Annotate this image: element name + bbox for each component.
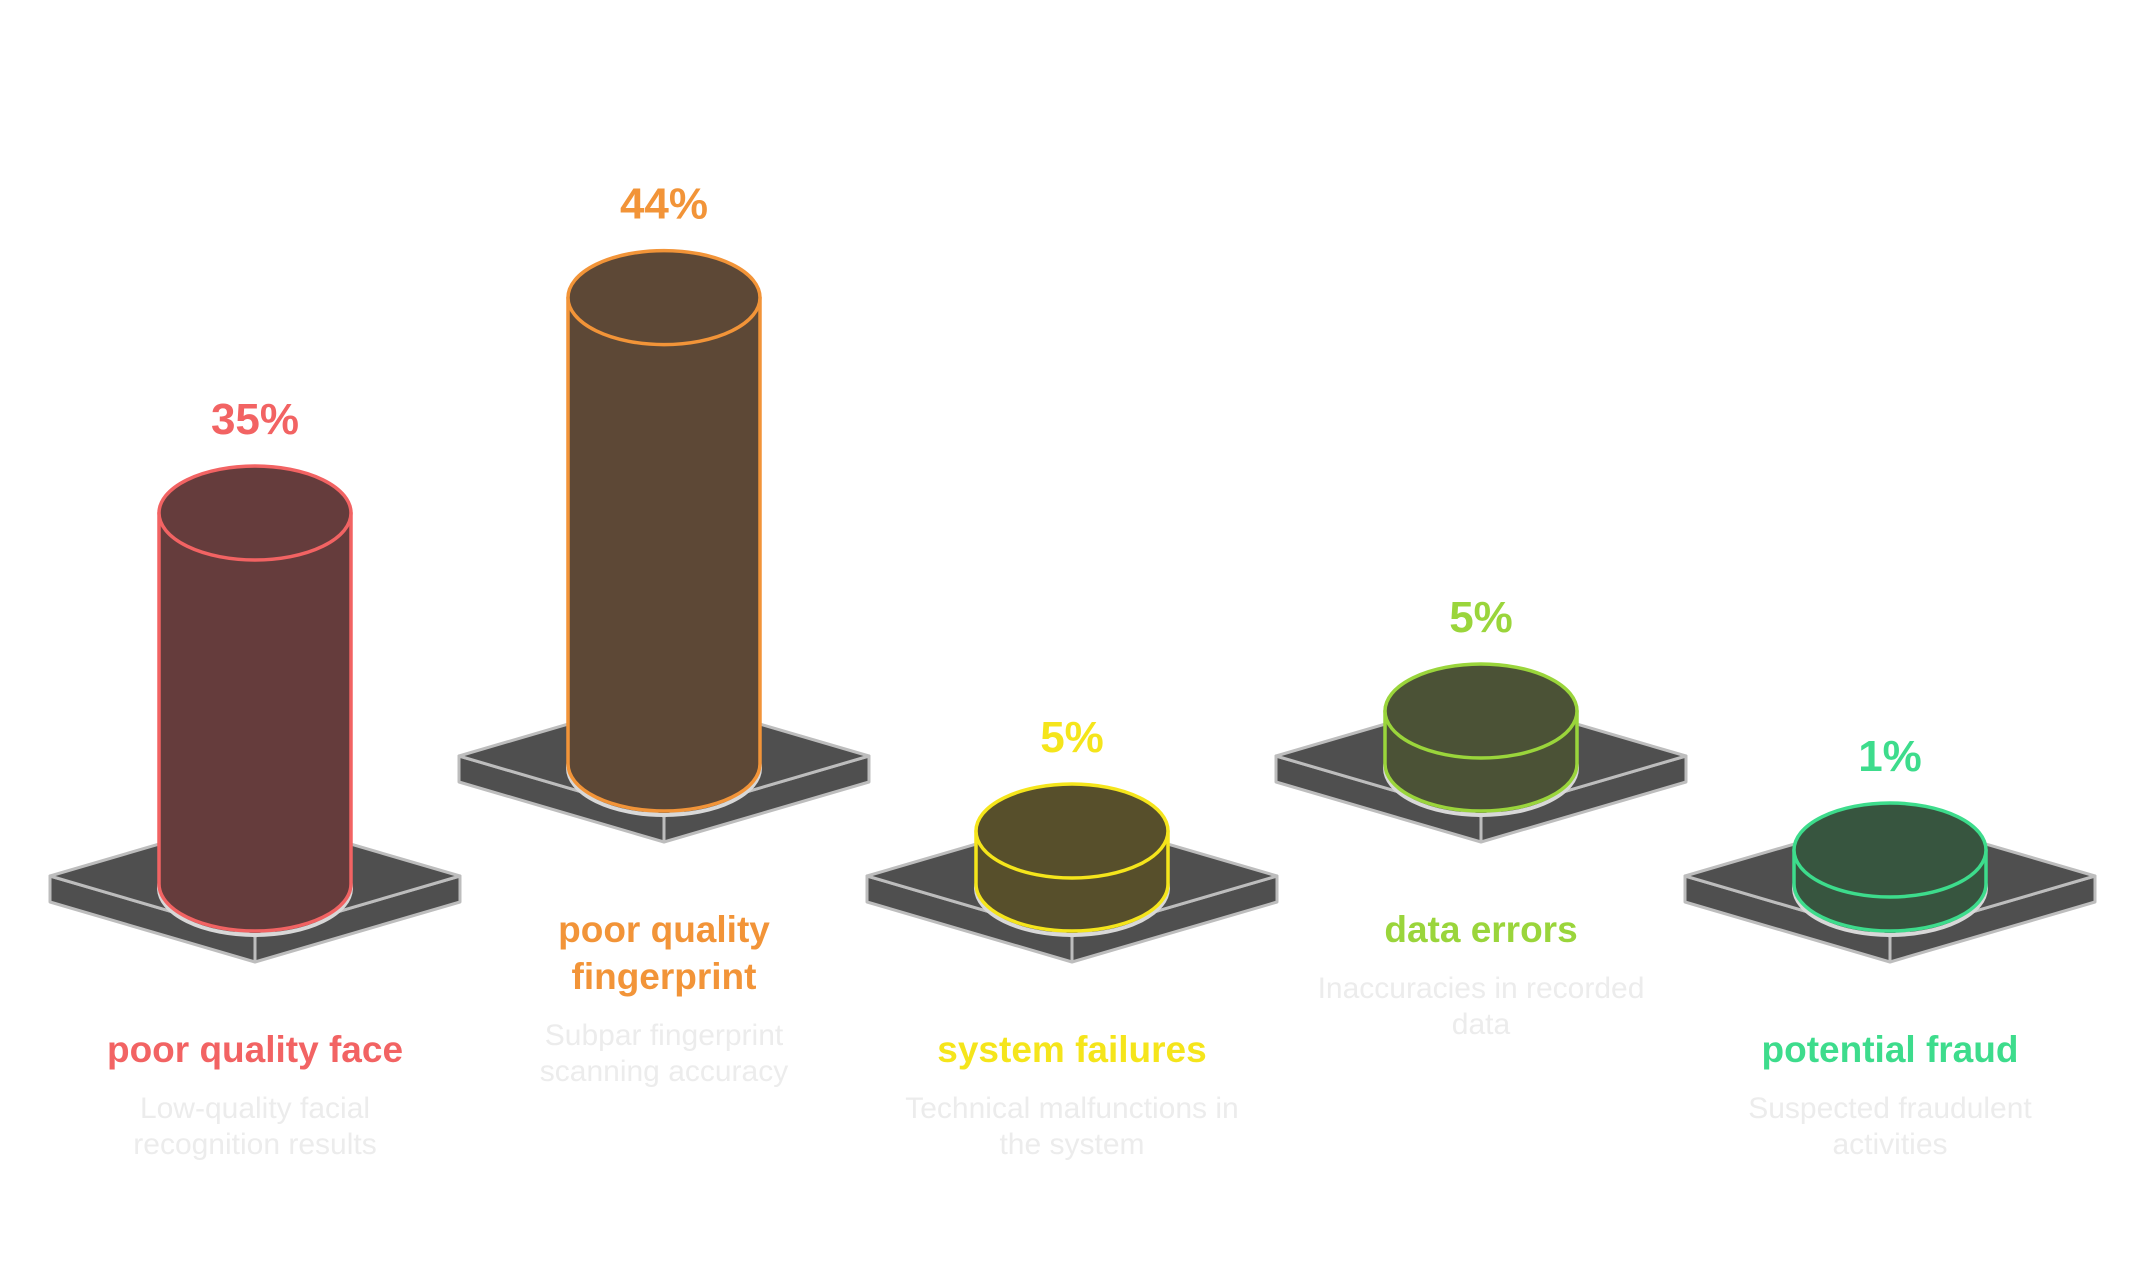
category-description-3: Technical malfunctions in the system xyxy=(905,1092,1239,1161)
category-label-2: poor quality fingerprint xyxy=(558,909,770,997)
bar-cylinder-2 xyxy=(566,295,762,813)
category-description-1: Low-quality facial recognition results xyxy=(133,1092,377,1161)
category-label-1: poor quality face xyxy=(106,1029,404,1070)
value-label-4: 5% xyxy=(1449,593,1513,642)
bar-cylinder-top-4 xyxy=(1383,662,1579,760)
value-label-3: 5% xyxy=(1040,713,1104,762)
bar-cylinder-top-2 xyxy=(566,248,762,347)
value-label-5: 1% xyxy=(1858,732,1922,781)
bar-cylinder-1 xyxy=(157,511,353,933)
category-description-5: Suspected fraudulent activities xyxy=(1748,1092,2032,1161)
bar-cylinder-top-5 xyxy=(1792,801,1988,899)
bar-cylinder-top-3 xyxy=(974,782,1170,880)
category-description-4: Inaccuracies in recorded data xyxy=(1317,972,1645,1041)
category-label-3: system failures xyxy=(937,1029,1207,1070)
category-label-4: data errors xyxy=(1384,909,1578,950)
category-description-2: Subpar fingerprint scanning accuracy xyxy=(539,1019,789,1088)
value-label-1: 35% xyxy=(211,395,299,444)
value-label-2: 44% xyxy=(620,180,708,229)
bar-cylinder-top-1 xyxy=(157,464,353,562)
category-label-5: potential fraud xyxy=(1761,1029,2019,1070)
